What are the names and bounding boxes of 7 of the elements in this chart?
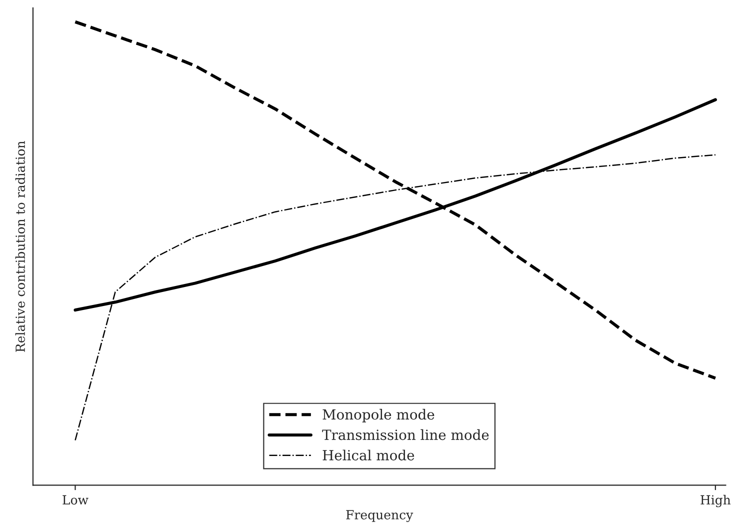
x-tick-label: High [700, 494, 731, 508]
y-axis-title: Relative contribution to radiation [15, 140, 26, 352]
legend-label: Helical mode [322, 450, 414, 460]
legend-label: Monopole mode [322, 408, 434, 422]
x-tick-label: Low [62, 495, 88, 505]
x-axis-title: Frequency [346, 510, 414, 522]
legend-label: Transmission line mode [322, 429, 489, 440]
